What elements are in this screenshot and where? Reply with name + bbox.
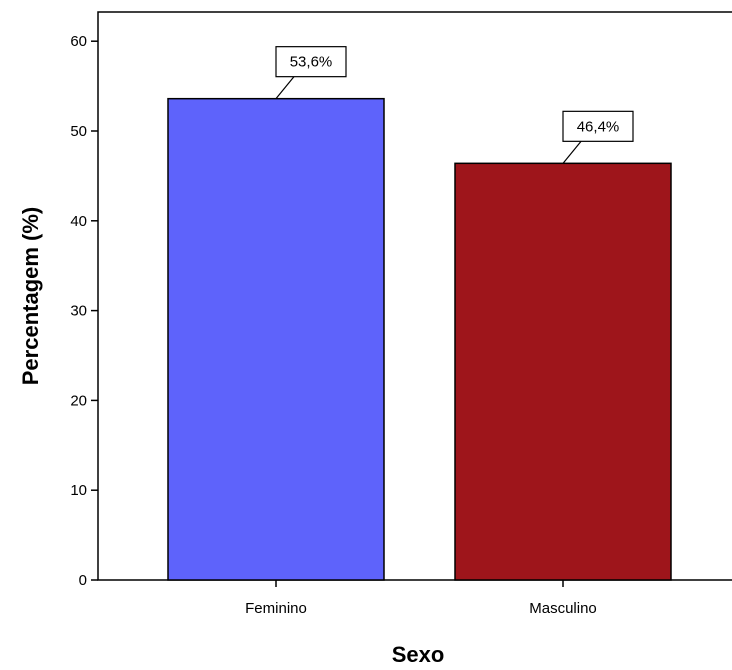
bar <box>454 162 672 581</box>
data-label-box <box>562 110 634 142</box>
data-label-box <box>275 46 347 78</box>
x-axis-title: Sexo <box>392 642 445 667</box>
x-tick-label: Masculino <box>529 600 597 617</box>
y-tick-label: 10 <box>70 482 87 499</box>
y-tick-label: 0 <box>79 572 87 589</box>
y-tick-label: 40 <box>70 213 87 230</box>
y-tick-label: 20 <box>70 392 87 409</box>
y-tick-label: 30 <box>70 303 87 320</box>
data-label: 46,4% <box>577 118 620 135</box>
bar <box>167 97 385 581</box>
data-label-leader <box>275 76 295 100</box>
y-axis-title: Percentagem (%) <box>18 207 43 386</box>
y-axis: 0 10 20 30 40 50 60 <box>70 33 98 589</box>
x-axis: Feminino Masculino <box>245 580 597 617</box>
bars: 53,6% 46,4% <box>167 46 672 581</box>
y-tick-label: 60 <box>70 33 87 50</box>
data-label-leader <box>562 140 582 164</box>
data-label: 53,6% <box>290 54 333 71</box>
y-tick-label: 50 <box>70 123 87 140</box>
x-tick-label: Feminino <box>245 600 307 617</box>
